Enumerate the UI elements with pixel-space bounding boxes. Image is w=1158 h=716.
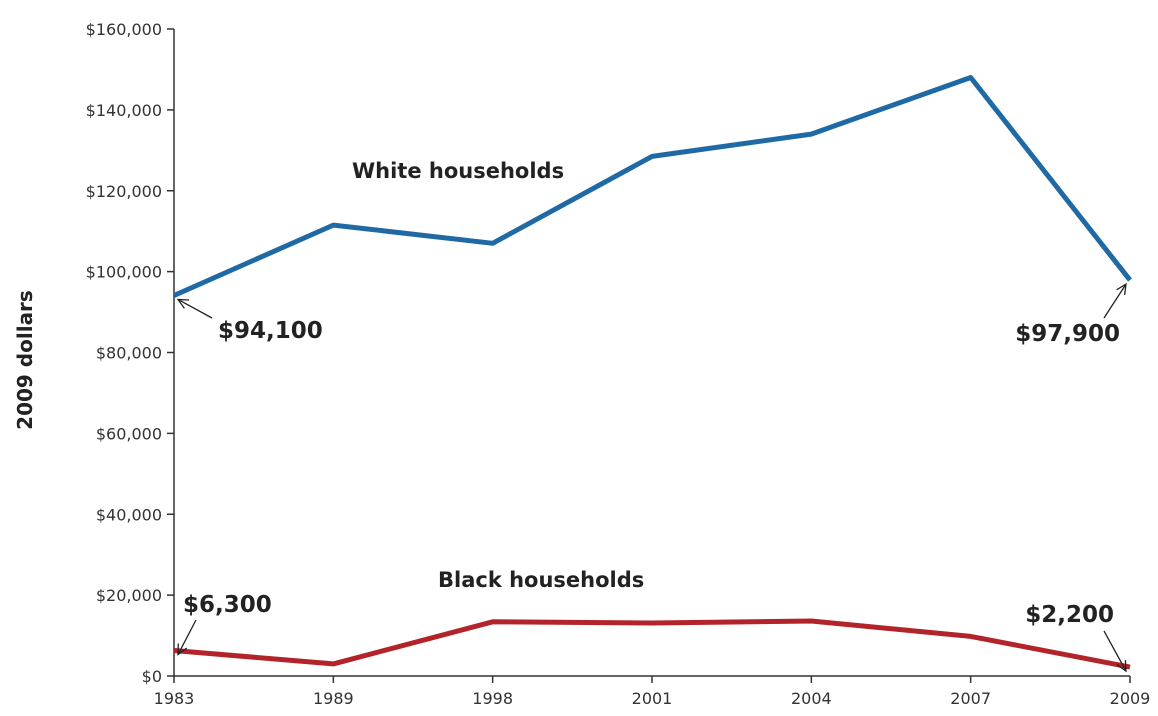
y-tick-label: $20,000 — [96, 586, 162, 605]
y-tick-label: $160,000 — [86, 20, 162, 39]
y-tick-label: $80,000 — [96, 344, 162, 363]
annotation-label: $2,200 — [1025, 602, 1114, 628]
series-lines — [172, 75, 1132, 670]
y-tick-label: $60,000 — [96, 424, 162, 443]
axes — [173, 29, 1130, 677]
annotation-label: $97,900 — [1015, 321, 1120, 347]
annotation-arrow — [177, 619, 197, 655]
x-tick-label: 1989 — [313, 689, 354, 708]
y-axis-title: 2009 dollars — [13, 290, 37, 430]
annotation-arrow-head — [176, 298, 190, 309]
black-households-label: Black households — [438, 568, 644, 592]
annotation-arrow-head — [1116, 660, 1127, 673]
annotation-label: $6,300 — [183, 592, 272, 618]
y-tick-label: $40,000 — [96, 505, 162, 524]
annotation-arrow — [177, 298, 213, 319]
x-tick-label: 2004 — [791, 689, 832, 708]
x-tick-label: 1998 — [472, 689, 513, 708]
annotation-arrow — [1103, 283, 1127, 319]
series-line-0 — [172, 75, 1132, 298]
annotation-label: $94,100 — [218, 318, 323, 344]
y-axis-ticks: $0 $20,000 $40,000 $60,000 $80,000 $100,000 $1… — [86, 20, 174, 686]
x-axis-ticks: 1983 1989 1998 2001 2004 2007 2009 — [154, 676, 1151, 708]
white-households-label: White households — [352, 159, 564, 183]
annotation-arrow-head — [177, 643, 188, 656]
x-tick-label: 2001 — [632, 689, 673, 708]
series-labels: White households Black households — [352, 159, 644, 592]
x-tick-label: 2009 — [1110, 689, 1151, 708]
x-tick-label: 1983 — [154, 689, 195, 708]
y-tick-label: $100,000 — [86, 263, 162, 282]
series-line-1 — [173, 618, 1131, 670]
annotations: $94,100 $97,900 $6,300 $2,200 — [176, 282, 1127, 673]
x-tick-label: 2007 — [950, 689, 991, 708]
annotation-arrow-head — [1116, 282, 1127, 296]
annotation-arrow — [1103, 630, 1127, 672]
y-tick-label: $140,000 — [86, 101, 162, 120]
y-tick-label: $120,000 — [86, 182, 162, 201]
y-tick-label: $0 — [142, 667, 162, 686]
